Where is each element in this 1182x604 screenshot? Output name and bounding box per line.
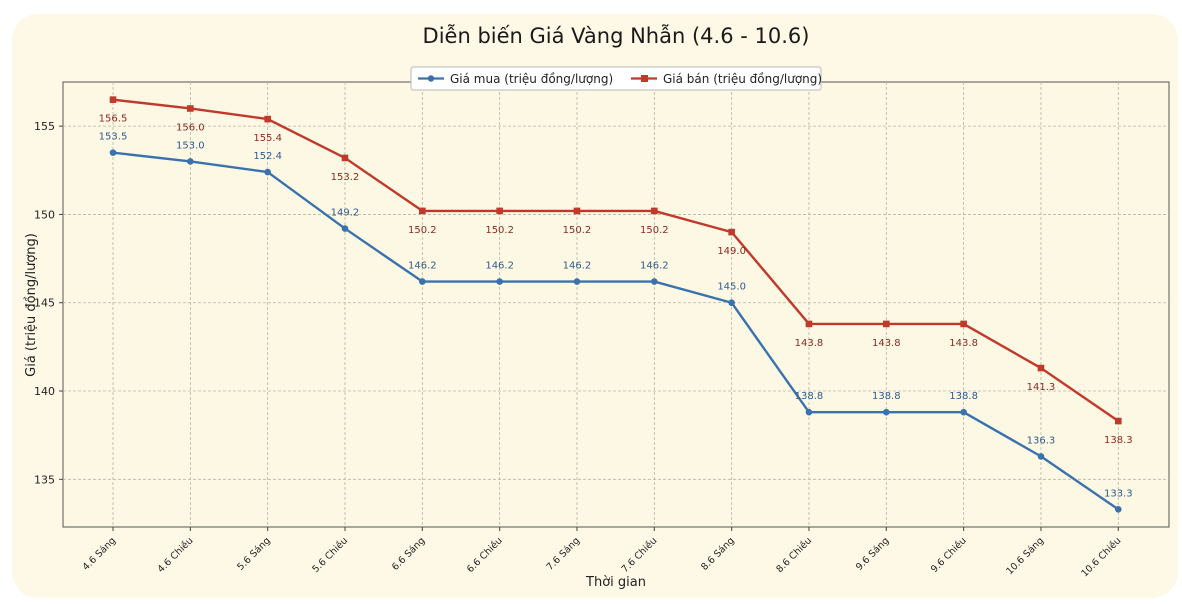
data-label-sell: 150.2 xyxy=(563,225,592,236)
data-point-buy xyxy=(341,225,349,232)
series-line-buy xyxy=(112,151,1119,511)
x-tick-label: 9.6 Chiều xyxy=(929,535,969,575)
legend-marker-sell xyxy=(641,75,648,82)
data-point-sell xyxy=(187,105,194,112)
data-point-sell xyxy=(651,207,658,215)
data-label-buy: 146.2 xyxy=(563,261,592,272)
x-tick-label: 8.6 Chiều xyxy=(774,535,814,575)
x-axis-ticks: 4.6 Sáng 4.6 Chiều 5.6 Sáng 5.6 Chiều 6.6 Sá… xyxy=(81,527,1123,579)
data-point-sell xyxy=(883,320,890,328)
x-tick-label: 10.6 Sáng xyxy=(1004,535,1046,577)
data-point-buy xyxy=(960,408,967,416)
x-tick-label: 8.6 Sáng xyxy=(699,535,736,572)
y-axis-label: Giá (triệu đồng/lượng) xyxy=(24,233,39,377)
x-tick-label: 9.6 Sáng xyxy=(854,535,891,572)
x-tick-label: 10.6 Chiều xyxy=(1079,535,1123,579)
y-tick-label: 140 xyxy=(34,385,55,398)
data-label-buy: 138.8 xyxy=(949,391,978,402)
data-label-sell: 150.2 xyxy=(408,225,437,236)
data-point-buy xyxy=(805,408,813,416)
data-point-buy xyxy=(264,168,271,176)
data-label-sell: 156.0 xyxy=(176,122,205,133)
data-label-sell: 143.8 xyxy=(872,338,901,349)
data-label-buy: 153.5 xyxy=(99,132,128,143)
data-point-buy xyxy=(883,408,890,416)
data-point-buy xyxy=(496,278,503,285)
x-tick-label: 4.6 Sáng xyxy=(81,535,118,572)
x-tick-label: 7.6 Chiều xyxy=(620,535,660,575)
data-point-sell xyxy=(728,228,735,236)
data-label-sell: 149.0 xyxy=(717,246,746,257)
data-label-sell: 156.5 xyxy=(99,114,128,125)
x-axis-label: Thời gian xyxy=(585,575,646,590)
data-point-sell xyxy=(960,320,967,328)
data-label-sell: 141.3 xyxy=(1027,382,1056,393)
data-point-sell xyxy=(573,207,581,215)
chart-title: Diễn biến Giá Vàng Nhẫn (4.6 - 10.6) xyxy=(423,23,810,48)
data-label-sell: 143.8 xyxy=(795,338,824,349)
data-label-buy: 146.2 xyxy=(408,261,437,272)
data-label-buy: 145.0 xyxy=(717,282,746,293)
data-label-buy: 146.2 xyxy=(485,261,514,272)
x-tick-label: 6.6 Chiều xyxy=(465,535,505,575)
data-point-sell xyxy=(341,154,349,162)
data-point-sell xyxy=(805,320,813,328)
data-point-sell xyxy=(496,207,503,215)
y-axis-ticks: 135 140 145 150 155 xyxy=(34,120,63,486)
data-point-sell xyxy=(264,115,271,123)
data-label-buy: 153.0 xyxy=(176,140,205,151)
data-point-buy xyxy=(1114,506,1122,513)
data-label-sell: 150.2 xyxy=(640,225,669,236)
data-point-buy xyxy=(187,158,194,165)
data-label-buy: 138.8 xyxy=(795,391,824,402)
grid xyxy=(63,82,1169,527)
data-point-buy xyxy=(651,278,658,285)
data-point-sell xyxy=(1037,364,1045,372)
data-point-buy xyxy=(1037,453,1045,460)
data-point-sell xyxy=(419,207,426,215)
legend-label-sell: Giá bán (triệu đồng/lượng) xyxy=(663,72,822,86)
data-label-buy: 152.4 xyxy=(253,151,282,162)
data-label-buy: 138.8 xyxy=(872,391,901,402)
x-tick-label: 6.6 Sáng xyxy=(390,535,427,572)
data-label-buy: 149.2 xyxy=(331,208,360,219)
x-tick-label: 4.6 Chiều xyxy=(156,535,196,575)
series-layer xyxy=(109,96,1122,513)
data-labels: 153.5 153.0 152.4 149.2 146.2 146.2 146.2 146.2… xyxy=(99,114,1133,500)
data-point-sell xyxy=(109,96,117,103)
data-label-sell: 143.8 xyxy=(949,338,978,349)
y-tick-label: 135 xyxy=(34,473,55,486)
data-label-buy: 146.2 xyxy=(640,261,669,272)
y-tick-label: 150 xyxy=(34,208,55,221)
data-point-buy xyxy=(109,149,117,156)
data-point-buy xyxy=(419,278,426,285)
series-line-sell xyxy=(112,98,1119,423)
x-tick-label: 7.6 Sáng xyxy=(545,535,582,572)
plot-area xyxy=(62,81,1170,528)
legend-marker-buy xyxy=(427,75,435,82)
y-tick-label: 145 xyxy=(34,297,55,310)
data-label-sell: 150.2 xyxy=(485,225,514,236)
legend-label-buy: Giá mua (triệu đồng/lượng) xyxy=(450,72,613,86)
data-label-buy: 133.3 xyxy=(1104,488,1133,499)
legend-box xyxy=(410,66,822,91)
data-point-buy xyxy=(728,299,735,307)
y-tick-label: 155 xyxy=(34,120,55,133)
legend: Giá mua (triệu đồng/lượng) Giá bán (triệ… xyxy=(410,66,822,91)
data-label-buy: 136.3 xyxy=(1027,435,1056,446)
data-label-sell: 138.3 xyxy=(1104,435,1133,446)
x-tick-label: 5.6 Chiều xyxy=(310,535,350,575)
data-point-buy xyxy=(573,278,581,285)
data-label-sell: 153.2 xyxy=(331,172,360,183)
data-label-sell: 155.4 xyxy=(253,133,282,144)
x-tick-label: 5.6 Sáng xyxy=(235,535,272,572)
data-point-sell xyxy=(1114,417,1122,425)
